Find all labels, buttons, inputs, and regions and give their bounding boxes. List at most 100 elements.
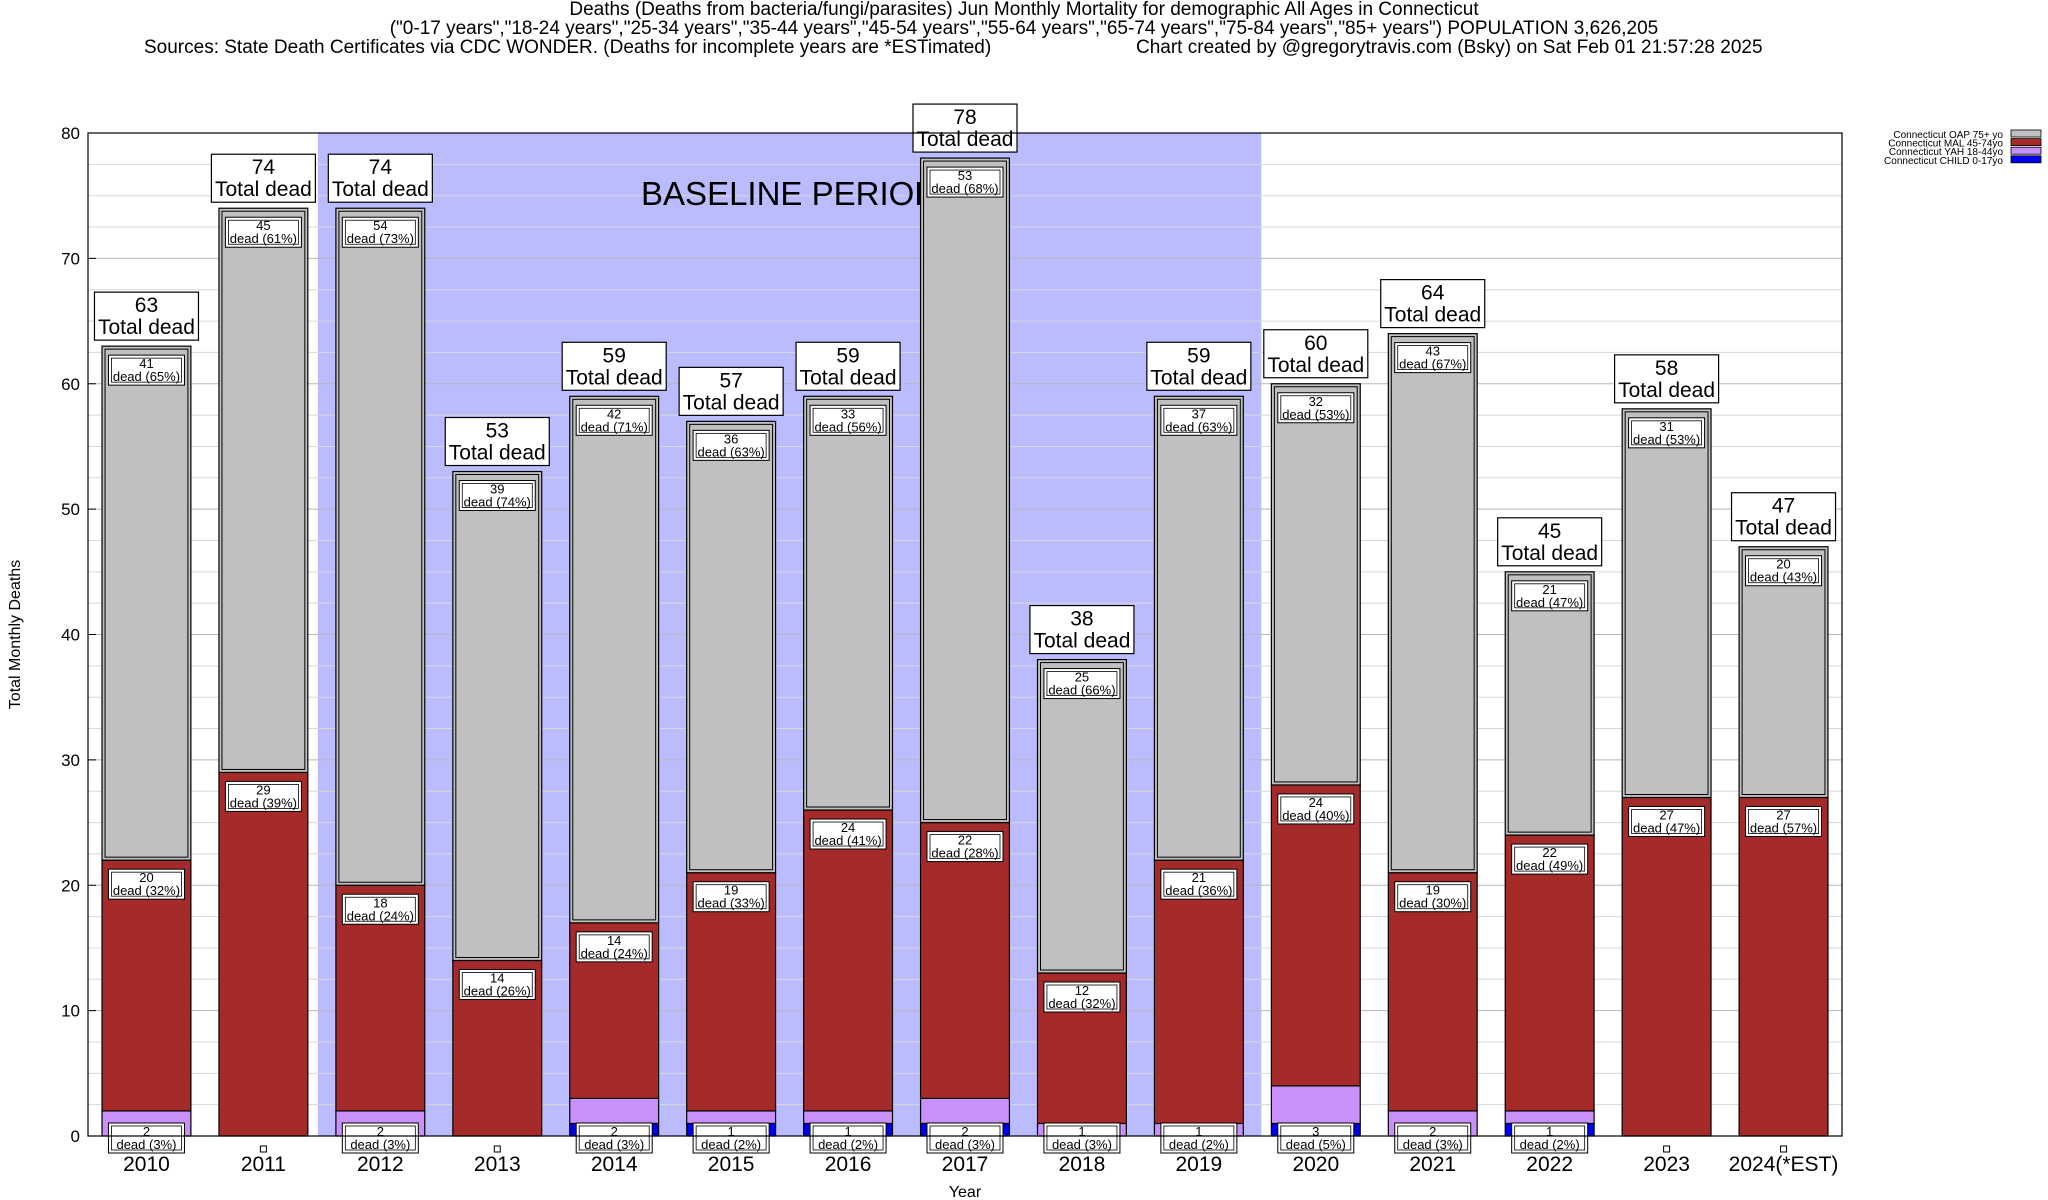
segment-label-box: [692, 881, 770, 913]
total-label-text: Total dead: [1735, 517, 1832, 540]
legend-swatch: [2010, 138, 2042, 147]
segment-label-box: [1511, 843, 1589, 875]
total-label-box: [912, 103, 1018, 153]
total-label-value: 58: [1655, 357, 1678, 380]
segment-label-box: [1394, 881, 1472, 913]
bar-segment: [1504, 834, 1595, 1112]
segment-label-percent: dead (3%): [116, 1137, 176, 1152]
total-label-value: 74: [252, 156, 276, 179]
segment-label-box: [1628, 417, 1706, 449]
bar-segment-inner-border: [104, 348, 189, 858]
segment-label-percent: dead (53%): [1282, 407, 1349, 422]
legend-swatch: [2010, 155, 2042, 164]
segment-label-count: 24: [841, 820, 855, 835]
segment-label-count: 31: [1659, 419, 1673, 434]
segment-label-box: [107, 354, 185, 386]
segment-label-count: 12: [1075, 983, 1089, 998]
segment-label-inner-box: [1748, 558, 1819, 584]
segment-label-box: [1277, 1122, 1355, 1154]
x-tick-label: 2015: [708, 1153, 755, 1176]
segment-label-count: 25: [1075, 670, 1089, 685]
segment-label-count: 36: [724, 431, 738, 446]
segment-label-inner-box: [1280, 1125, 1352, 1151]
x-tick-label: 2024(*EST): [1729, 1153, 1839, 1176]
total-label-value: 74: [369, 156, 393, 179]
zero-marker: [259, 1145, 267, 1153]
segment-label-inner-box: [1163, 871, 1235, 897]
segment-label-count: 14: [490, 970, 504, 985]
total-label-value: 64: [1421, 282, 1445, 305]
total-label-box: [1497, 517, 1603, 567]
segment-label-inner-box: [227, 219, 299, 245]
segment-label-percent: dead (56%): [814, 419, 881, 434]
total-label-value: 57: [719, 369, 742, 392]
legend-swatch: [2010, 129, 2042, 138]
segment-label-box: [107, 868, 185, 900]
segment-label-box: [1394, 1122, 1472, 1154]
bar-segment: [101, 345, 192, 861]
segment-label-percent: dead (74%): [464, 495, 531, 510]
segment-label-box: [809, 818, 887, 850]
segment-label-inner-box: [812, 1125, 884, 1151]
segment-label-count: 22: [958, 833, 972, 848]
segment-label-inner-box: [812, 821, 884, 847]
segment-label-percent: dead (53%): [1633, 432, 1700, 447]
segment-label-inner-box: [812, 407, 884, 433]
x-tick-label: 2011: [241, 1153, 286, 1176]
segment-label-inner-box: [1514, 1125, 1586, 1151]
segment-label-box: [458, 480, 536, 512]
segment-label-percent: dead (36%): [1165, 883, 1232, 898]
segment-label-inner-box: [111, 357, 182, 383]
segment-label-percent: dead (71%): [581, 419, 648, 434]
segment-label-box: [224, 780, 302, 812]
total-label-value: 38: [1070, 608, 1093, 631]
segment-label-inner-box: [1514, 583, 1586, 609]
segment-label-percent: dead (65%): [113, 369, 180, 384]
segment-label-inner-box: [578, 407, 650, 433]
bar-segment: [1504, 1110, 1595, 1125]
bar-segment-inner-border: [1156, 398, 1241, 858]
y-tick-label: 50: [61, 500, 80, 519]
y-tick-label: 20: [61, 876, 80, 895]
segment-label-inner-box: [1046, 671, 1118, 696]
segment-label-count: 37: [1192, 406, 1206, 421]
segment-label-count: 19: [724, 883, 738, 898]
plot-frame: [87, 132, 1843, 1137]
segment-label-box: [575, 931, 653, 963]
total-label-box: [561, 341, 667, 391]
segment-label-count: 53: [958, 168, 972, 183]
bar-segment: [803, 1110, 894, 1125]
segment-label-inner-box: [1631, 420, 1702, 446]
segment-label-percent: dead (24%): [347, 908, 414, 923]
segment-label-inner-box: [1280, 395, 1352, 421]
segment-label-percent: dead (5%): [1286, 1137, 1346, 1152]
bar-segment: [218, 207, 309, 774]
segment-label-percent: dead (24%): [581, 946, 648, 961]
segment-label-inner-box: [111, 871, 182, 897]
x-tick-label: 2017: [942, 1153, 989, 1176]
bar-segment: [1036, 658, 1127, 974]
segment-label-box: [1160, 404, 1238, 436]
bar-segment: [1153, 395, 1244, 861]
bar-segment: [1738, 546, 1829, 799]
total-label-text: Total dead: [98, 316, 195, 339]
segment-label-percent: dead (3%): [584, 1137, 644, 1152]
x-tick-label: 2016: [825, 1153, 872, 1176]
x-tick-label: 2020: [1292, 1153, 1339, 1176]
segment-label-box: [809, 404, 887, 436]
segment-label-box: [1394, 342, 1472, 374]
segment-label-count: 3: [1312, 1124, 1319, 1139]
segment-label-inner-box: [695, 432, 767, 458]
total-label-box: [1029, 604, 1135, 655]
segment-label-percent: dead (61%): [230, 231, 297, 246]
segment-label-box: [341, 893, 419, 925]
zero-marker: [493, 1145, 501, 1153]
segment-label-percent: dead (32%): [1048, 996, 1115, 1011]
bar-segment: [335, 207, 426, 886]
segment-label-percent: dead (2%): [1169, 1137, 1229, 1152]
bar-segment: [101, 859, 192, 1112]
segment-label-count: 45: [256, 218, 270, 233]
segment-label-percent: dead (2%): [1520, 1137, 1580, 1152]
x-tick-label: 2014: [591, 1153, 638, 1176]
